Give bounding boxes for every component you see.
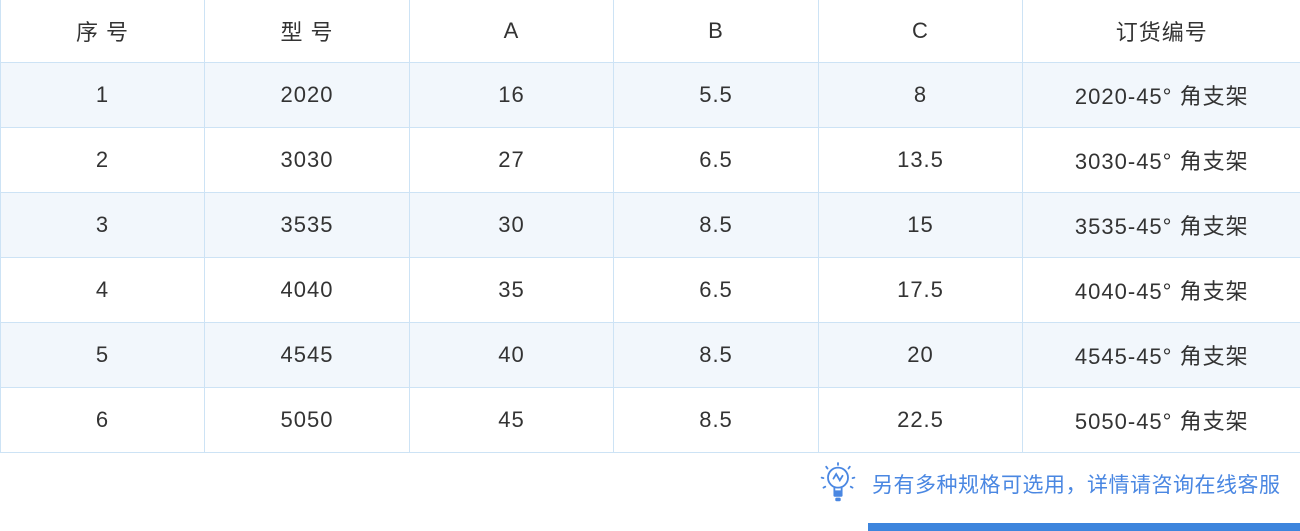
header-order-no: 订货编号 — [1022, 0, 1300, 63]
cell-b: 8.5 — [613, 192, 819, 258]
cell-model: 3030 — [204, 127, 410, 193]
table-row: 6 5050 45 8.5 22.5 5050-45° 角支架 — [0, 387, 1300, 453]
cell-order-no: 4040-45° 角支架 — [1022, 257, 1300, 323]
cell-a: 40 — [409, 322, 614, 388]
cell-c: 8 — [818, 62, 1023, 128]
header-a: A — [409, 0, 614, 63]
lightbulb-icon — [818, 459, 858, 509]
cell-b: 8.5 — [613, 322, 819, 388]
bottom-accent-bar — [868, 523, 1300, 531]
cell-serial: 2 — [0, 127, 205, 193]
cell-c: 17.5 — [818, 257, 1023, 323]
cell-order-no: 5050-45° 角支架 — [1022, 387, 1300, 453]
table-row: 1 2020 16 5.5 8 2020-45° 角支架 — [0, 62, 1300, 128]
spec-table: 序 号 型 号 A B C 订货编号 1 2020 16 5.5 8 2020-… — [0, 0, 1300, 453]
cell-model: 4040 — [204, 257, 410, 323]
cell-c: 22.5 — [818, 387, 1023, 453]
cell-serial: 1 — [0, 62, 205, 128]
cell-model: 2020 — [204, 62, 410, 128]
cell-order-no: 4545-45° 角支架 — [1022, 322, 1300, 388]
cell-b: 6.5 — [613, 257, 819, 323]
table-row: 4 4040 35 6.5 17.5 4040-45° 角支架 — [0, 257, 1300, 323]
cell-b: 5.5 — [613, 62, 819, 128]
table-row: 5 4545 40 8.5 20 4545-45° 角支架 — [0, 322, 1300, 388]
cell-a: 16 — [409, 62, 614, 128]
cell-serial: 5 — [0, 322, 205, 388]
table-row: 3 3535 30 8.5 15 3535-45° 角支架 — [0, 192, 1300, 258]
cell-model: 4545 — [204, 322, 410, 388]
header-row: 序 号 型 号 A B C 订货编号 — [0, 0, 1300, 63]
cell-order-no: 3030-45° 角支架 — [1022, 127, 1300, 193]
cell-c: 13.5 — [818, 127, 1023, 193]
cell-c: 20 — [818, 322, 1023, 388]
cell-a: 30 — [409, 192, 614, 258]
cell-serial: 4 — [0, 257, 205, 323]
cell-order-no: 3535-45° 角支架 — [1022, 192, 1300, 258]
header-serial: 序 号 — [0, 0, 205, 63]
cell-b: 8.5 — [613, 387, 819, 453]
table-row: 2 3030 27 6.5 13.5 3030-45° 角支架 — [0, 127, 1300, 193]
header-model: 型 号 — [204, 0, 410, 63]
cell-order-no: 2020-45° 角支架 — [1022, 62, 1300, 128]
cell-serial: 3 — [0, 192, 205, 258]
cell-c: 15 — [818, 192, 1023, 258]
cell-a: 45 — [409, 387, 614, 453]
cell-model: 3535 — [204, 192, 410, 258]
cell-serial: 6 — [0, 387, 205, 453]
cell-a: 27 — [409, 127, 614, 193]
cell-model: 5050 — [204, 387, 410, 453]
header-b: B — [613, 0, 819, 63]
cell-b: 6.5 — [613, 127, 819, 193]
header-c: C — [818, 0, 1023, 63]
cell-a: 35 — [409, 257, 614, 323]
footer-note-text: 另有多种规格可选用，详情请咨询在线客服 — [872, 474, 1281, 497]
footer-note: 另有多种规格可选用，详情请咨询在线客服 — [818, 458, 1281, 510]
